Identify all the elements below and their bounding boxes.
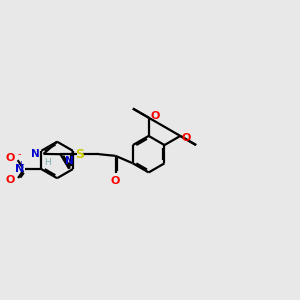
Text: N: N — [15, 164, 24, 174]
Text: N: N — [31, 149, 40, 159]
Text: O: O — [150, 111, 160, 121]
Text: -: - — [18, 149, 21, 160]
Text: O: O — [5, 175, 15, 185]
Text: N: N — [65, 156, 74, 166]
Text: O: O — [111, 176, 120, 186]
Text: O: O — [182, 133, 191, 142]
Text: H: H — [44, 158, 51, 167]
Text: S: S — [75, 148, 84, 161]
Text: +: + — [17, 160, 24, 169]
Text: O: O — [5, 153, 15, 163]
